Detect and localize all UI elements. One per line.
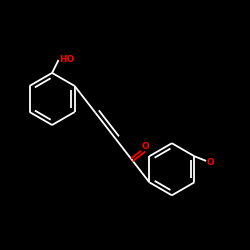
Text: HO: HO [59,55,74,64]
Text: O: O [207,158,215,167]
Text: O: O [141,142,149,151]
